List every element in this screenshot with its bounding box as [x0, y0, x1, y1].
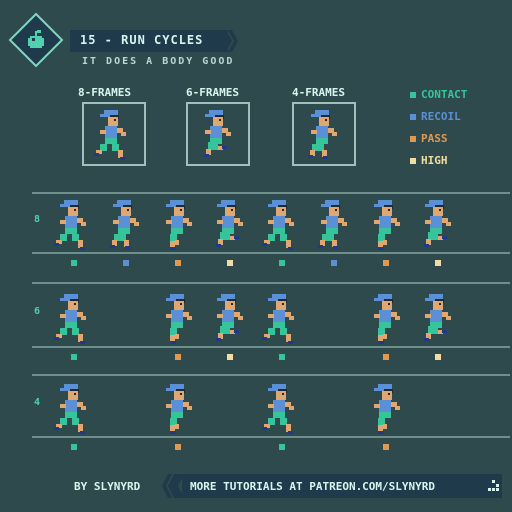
phase-dot-pass	[175, 354, 181, 360]
phase-dot-contact	[71, 354, 77, 360]
apple-icon	[28, 30, 44, 48]
row-guide-line	[32, 282, 510, 284]
phase-dot-pass	[383, 444, 389, 450]
runner-frame-high	[208, 198, 252, 256]
phase-dot-high	[435, 260, 441, 266]
runner-frame-contact	[52, 292, 96, 350]
runner-frame-high	[208, 292, 252, 350]
frame-label-8: 8-FRAMES	[78, 86, 131, 99]
runner-frame-high	[416, 292, 460, 350]
phase-dot-pass	[175, 260, 181, 266]
footer-banner	[182, 474, 502, 498]
phase-dot-contact	[71, 444, 77, 450]
row-frame-count: 4	[34, 397, 41, 408]
phase-dot-high	[227, 354, 233, 360]
legend-label-high: HIGH	[421, 154, 448, 167]
runner-frame-pass	[364, 382, 408, 440]
row-guide-line	[32, 374, 510, 376]
preview-frame-8	[82, 102, 146, 166]
row-guide-line	[32, 346, 510, 348]
runner-frame-high	[416, 198, 460, 256]
phase-dot-high	[435, 354, 441, 360]
author-credit: BY SLYNYRD	[74, 480, 141, 493]
runner-frame-recoil	[312, 198, 356, 256]
phase-dot-contact	[279, 444, 285, 450]
runner-frame-recoil	[104, 198, 148, 256]
preview-runner-sprite	[92, 108, 136, 166]
phase-dot-contact	[279, 354, 285, 360]
phase-dot-recoil	[123, 260, 129, 266]
row-guide-line	[32, 436, 510, 438]
row-guide-line	[32, 192, 510, 194]
page-subtitle: IT DOES A BODY GOOD	[82, 56, 235, 67]
phase-dot-pass	[383, 354, 389, 360]
phase-dot-pass	[175, 444, 181, 450]
runner-frame-contact	[260, 198, 304, 256]
legend-dot-contact	[410, 92, 416, 98]
runner-frame-contact	[52, 382, 96, 440]
row-frame-count: 8	[34, 214, 41, 225]
legend-dot-recoil	[410, 114, 416, 120]
page-title: 15 - RUN CYCLES	[80, 33, 204, 47]
legend-dot-pass	[410, 136, 416, 142]
chevron-right-icon	[216, 30, 238, 52]
preview-runner-sprite	[196, 108, 240, 166]
runner-frame-pass	[156, 382, 200, 440]
runner-frame-contact	[52, 198, 96, 256]
row-frame-count: 6	[34, 306, 41, 317]
legend-label-pass: PASS	[421, 132, 448, 145]
preview-runner-sprite	[302, 108, 346, 166]
preview-frame-4	[292, 102, 356, 166]
patreon-link[interactable]: MORE TUTORIALS AT PATREON.COM/SLYNYRD	[190, 480, 436, 493]
runner-frame-pass	[156, 292, 200, 350]
runner-frame-pass	[156, 198, 200, 256]
legend-label-recoil: RECOIL	[421, 110, 461, 123]
runner-frame-pass	[364, 292, 408, 350]
logo-badge	[8, 12, 64, 68]
phase-dot-pass	[383, 260, 389, 266]
phase-dot-high	[227, 260, 233, 266]
title-banner	[70, 30, 228, 52]
pixel-dots-icon	[488, 480, 499, 491]
phase-dot-recoil	[331, 260, 337, 266]
legend-dot-high	[410, 158, 416, 164]
frame-label-4: 4-FRAMES	[292, 86, 345, 99]
phase-dot-contact	[279, 260, 285, 266]
runner-frame-contact	[260, 292, 304, 350]
phase-dot-contact	[71, 260, 77, 266]
legend-label-contact: CONTACT	[421, 88, 468, 101]
preview-frame-6	[186, 102, 250, 166]
chevron-left-icon	[162, 474, 184, 498]
row-guide-line	[32, 252, 510, 254]
runner-frame-pass	[364, 198, 408, 256]
frame-label-6: 6-FRAMES	[186, 86, 239, 99]
runner-frame-contact	[260, 382, 304, 440]
